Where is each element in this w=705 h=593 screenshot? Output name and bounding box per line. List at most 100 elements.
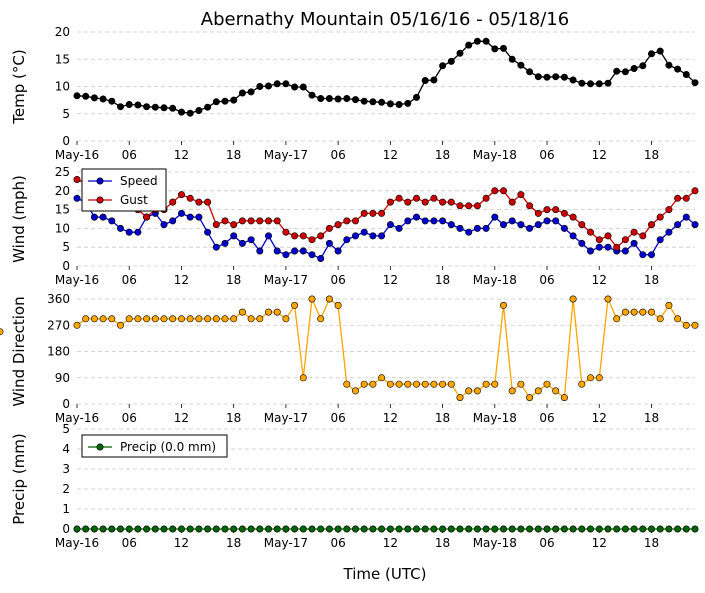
y-axis-label: Temp (°C) <box>10 49 28 124</box>
data-point <box>613 243 621 251</box>
data-point <box>430 217 438 225</box>
data-point <box>308 525 316 533</box>
data-point <box>378 98 386 106</box>
data-point <box>534 73 542 81</box>
data-point <box>456 525 464 533</box>
data-point <box>186 194 194 202</box>
data-point <box>526 224 534 232</box>
data-point <box>412 93 420 101</box>
data-point <box>630 65 638 73</box>
chart-title: Abernathy Mountain 05/16/16 - 05/18/16 <box>201 9 569 30</box>
data-point <box>282 525 290 533</box>
data-point <box>630 308 638 316</box>
x-tick-label: 12 <box>592 148 607 162</box>
data-point <box>499 187 507 195</box>
data-point <box>108 315 116 323</box>
data-point <box>230 315 238 323</box>
data-point <box>178 108 186 116</box>
data-point <box>351 217 359 225</box>
data-point <box>447 198 455 206</box>
data-point <box>395 224 403 232</box>
data-point <box>195 525 203 533</box>
data-point <box>0 328 4 336</box>
data-point <box>395 525 403 533</box>
x-tick-label: 18 <box>644 148 659 162</box>
data-point <box>639 232 647 240</box>
data-point <box>456 202 464 210</box>
legend: Precip (0.0 mm) <box>81 434 228 458</box>
data-point <box>360 228 368 236</box>
data-point <box>308 236 316 244</box>
data-point <box>343 236 351 244</box>
data-point <box>534 525 542 533</box>
x-tick-label: May-18 <box>473 273 517 287</box>
data-point <box>117 321 125 329</box>
data-point <box>412 213 420 221</box>
y-tick-label: 360 <box>47 292 70 306</box>
y-tick-label: 10 <box>55 80 70 94</box>
data-point <box>238 217 246 225</box>
data-point <box>647 221 655 229</box>
data-point <box>595 525 603 533</box>
data-point <box>421 217 429 225</box>
y-tick-label: 15 <box>55 203 70 217</box>
data-point <box>143 103 151 111</box>
x-tick-label: 06 <box>330 273 345 287</box>
data-point <box>151 315 159 323</box>
data-point <box>204 228 212 236</box>
data-point <box>586 80 594 88</box>
data-point <box>517 380 525 388</box>
data-point <box>151 525 159 533</box>
legend-swatch-marker <box>96 443 104 451</box>
data-point <box>586 228 594 236</box>
x-tick-label: May-17 <box>264 148 308 162</box>
data-point <box>482 224 490 232</box>
data-point <box>621 68 629 76</box>
legend-entry: Gust <box>120 193 148 207</box>
data-point <box>291 83 299 91</box>
x-axis-label: Time (UTC) <box>343 565 427 583</box>
data-point <box>386 380 394 388</box>
data-point <box>178 209 186 217</box>
data-point <box>299 83 307 91</box>
data-point <box>82 315 90 323</box>
data-point <box>569 76 577 84</box>
x-tick-label: 18 <box>226 411 241 425</box>
data-point <box>73 525 81 533</box>
data-point <box>439 380 447 388</box>
x-tick-label: 12 <box>174 273 189 287</box>
data-point <box>334 525 342 533</box>
data-point <box>230 525 238 533</box>
data-point <box>656 236 664 244</box>
data-point <box>552 525 560 533</box>
data-point <box>682 213 690 221</box>
legend-swatch-marker <box>96 196 104 204</box>
data-point <box>134 228 142 236</box>
data-point <box>482 525 490 533</box>
y-tick-label: 270 <box>47 318 70 332</box>
data-point <box>447 221 455 229</box>
data-point <box>360 97 368 105</box>
data-point <box>378 525 386 533</box>
data-point <box>282 315 290 323</box>
data-point <box>630 239 638 247</box>
data-point <box>378 209 386 217</box>
y-tick-label: 90 <box>55 371 70 385</box>
data-point <box>360 209 368 217</box>
data-point <box>282 228 290 236</box>
data-point <box>134 101 142 109</box>
data-point <box>221 97 229 105</box>
data-point <box>447 57 455 65</box>
data-point <box>473 387 481 395</box>
data-point <box>186 213 194 221</box>
x-tick-label: 12 <box>592 536 607 550</box>
data-point <box>186 315 194 323</box>
data-point <box>578 79 586 87</box>
data-point <box>299 374 307 382</box>
y-tick-label: 20 <box>55 184 70 198</box>
x-tick-label: May-16 <box>55 148 99 162</box>
data-point <box>212 315 220 323</box>
legend-entry: Precip (0.0 mm) <box>120 440 216 454</box>
data-point <box>334 95 342 103</box>
data-point <box>439 198 447 206</box>
